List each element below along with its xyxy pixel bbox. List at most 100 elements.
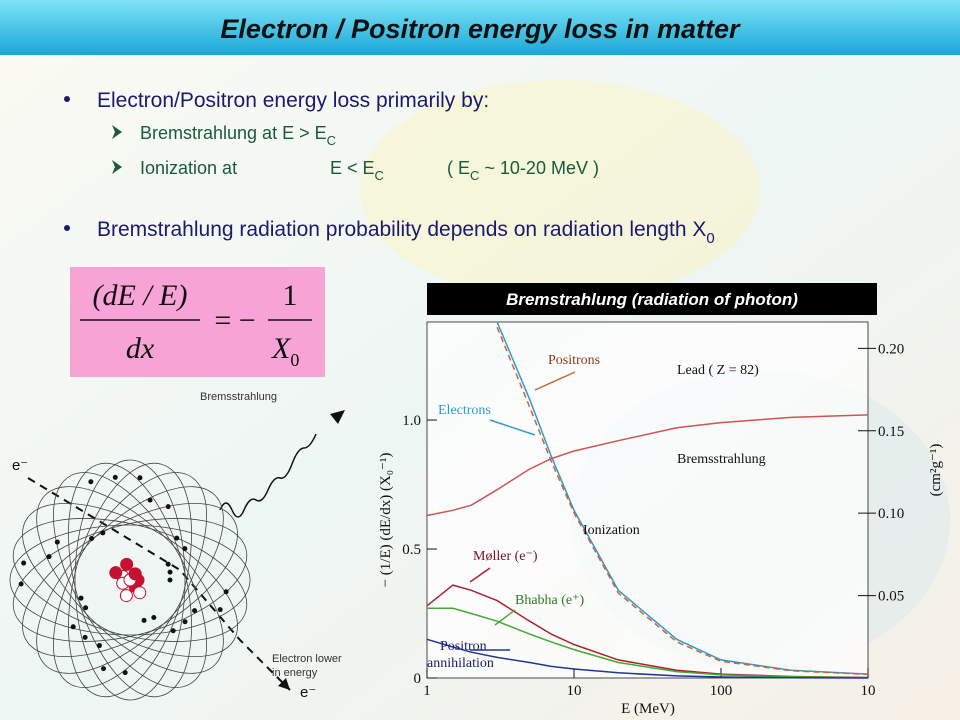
orbit [74,459,186,701]
text: ~ 10-20 MeV ) [479,158,599,178]
electron [217,607,223,613]
y-tick-label: 0 [414,671,422,687]
formula-box [70,267,325,377]
sub-bullet: Bremstrahlung at E > EC [140,123,336,148]
background-decor [360,80,760,300]
electron [174,535,180,541]
orbit [9,524,251,636]
y2-axis-label: (cm²g⁻¹) [928,444,944,497]
series-line [427,607,869,679]
orbit [68,462,192,698]
arrowhead [330,410,345,424]
chart-title: Bremstrahlung (radiation of photon) [506,290,798,309]
orbit [68,462,192,698]
series-line [426,638,869,679]
annotation-arrow [494,609,516,626]
electron [88,479,94,485]
photon-label: Bremsstrahlung [200,391,277,403]
electron [137,475,143,481]
electron [54,539,60,545]
text: Ionization at [140,158,237,178]
y-tick-label: 1.0 [402,413,421,429]
text: ( E [447,158,470,178]
electron [167,577,173,583]
text: E < E [330,158,375,178]
electron [165,561,171,567]
photon-wave [219,433,317,518]
series-line [496,326,869,676]
annotation: Møller (e⁻) [473,549,538,564]
electron [223,589,229,595]
electron [18,581,24,587]
header-bar [0,0,960,55]
y-tick-label: 0.5 [402,542,421,558]
orbit [12,518,248,642]
nucleon [133,586,147,600]
outgoing-label: in energy [272,667,318,679]
bullet-text: Electron/Positron energy loss primarily … [97,89,489,112]
annotation: annihilation [427,656,494,671]
annotation: Bremsstrahlung [677,452,766,467]
orbit [52,472,208,688]
text: Bremstrahlung at E > E [140,123,327,143]
bullet-text: Bremstrahlung radiation probability depe… [97,218,715,247]
electron [122,670,128,676]
y2-tick-label: 0.10 [878,506,904,522]
incoming-label: e⁻ [12,457,28,474]
electron [147,497,153,503]
orbit [36,486,224,674]
formula: (dE / E) dx = − 1 X0 [80,279,312,370]
electron [100,530,106,536]
orbit [36,486,224,674]
annotation: Electrons [438,403,491,418]
electron [192,608,198,614]
annotation: Lead ( Z = 82) [677,363,759,378]
arrowhead [278,678,290,690]
electron [78,595,84,601]
bullet-dot [64,225,70,231]
electron-path [27,477,291,691]
electron [89,536,95,542]
orbit [12,518,248,642]
rhs-numerator: 1 [283,279,298,312]
electron [112,474,118,480]
y2-tick-label: 0.05 [878,589,904,605]
bullet-dot [64,96,70,102]
plot-area [426,321,869,679]
text: X [271,332,292,365]
nucleon [128,567,142,581]
chart-title-bar [427,283,877,315]
orbit [52,472,208,688]
x-tick-label: 100 [710,683,733,699]
subscript: C [327,133,336,148]
series-line [496,321,869,675]
electron [182,546,188,552]
nucleon [120,557,134,571]
electron [167,569,173,575]
denominator: dx [126,332,155,365]
electron [151,615,157,621]
series-line [426,414,869,517]
annotation-arrow [489,419,536,436]
subscript: 0 [290,350,299,370]
x-tick-label: 10 [567,683,582,699]
subscript: C [375,168,384,183]
nucleon [109,566,123,580]
orbit [22,502,238,658]
electron [21,560,27,566]
rhs-denominator: X0 [271,332,299,370]
x-tick-label: 10 [861,683,876,699]
equals: = − [214,304,255,337]
annotation-arrow [534,371,576,391]
subscript: 0 [706,230,714,247]
atom-diagram: Bremsstrahlung e⁻ Electron lower in ener… [9,391,345,701]
electron [82,634,88,640]
x-tick-label: 1 [423,683,431,699]
x-axis-label: E (MeV) [621,701,675,717]
outgoing-electron: e⁻ [300,684,316,701]
y-axis-label: − (1/E) (dE/dx) (X₀⁻¹) [378,453,394,588]
electron [141,617,147,623]
annotation: Ionization [583,523,640,538]
electron [83,605,89,611]
